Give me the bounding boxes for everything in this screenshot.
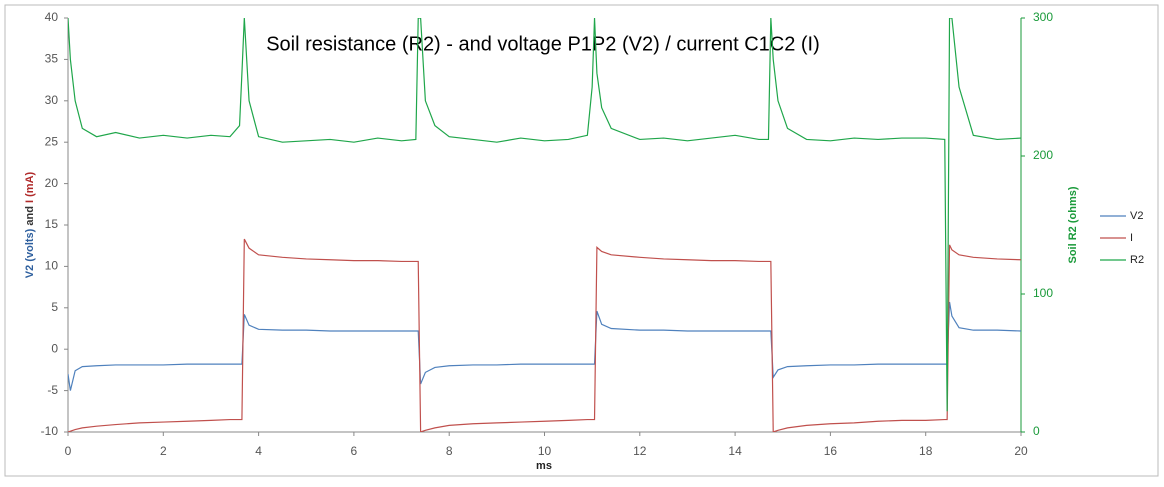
x-tick-label: 2	[160, 444, 167, 458]
chart-border	[4, 4, 1159, 477]
x-tick-label: 10	[538, 444, 552, 458]
y-tick-label: 20	[45, 176, 59, 190]
x-tick-label: 8	[446, 444, 453, 458]
y-tick-label: -5	[47, 383, 58, 397]
x-tick-label: 20	[1014, 444, 1028, 458]
y-axis-label: V2 (volts) and I (mA)	[24, 171, 36, 278]
x-tick-label: 0	[65, 444, 72, 458]
y-tick-label: 40	[45, 10, 59, 24]
x-tick-label: 18	[919, 444, 933, 458]
x-axis-label: ms	[536, 460, 552, 472]
x-tick-label: 14	[728, 444, 742, 458]
y-tick-label: 30	[45, 93, 59, 107]
series-line	[68, 301, 1021, 391]
y-tick-label: 0	[51, 341, 58, 355]
y-label-part: and	[24, 206, 36, 226]
y2-axis-label: Soil R2 (ohms)	[1067, 186, 1079, 263]
legend-label: I	[1130, 232, 1133, 244]
y-tick-label: 15	[45, 217, 59, 231]
y-label-part: I (mA)	[24, 171, 36, 203]
y2-tick-label: 300	[1033, 10, 1053, 24]
plot-area	[68, 18, 1021, 432]
x-tick-label: 12	[633, 444, 647, 458]
y2-tick-label: 100	[1033, 286, 1053, 300]
y-tick-label: 10	[45, 259, 59, 273]
y-tick-label: 5	[51, 300, 58, 314]
x-tick-label: 16	[824, 444, 838, 458]
series-line	[68, 238, 1021, 432]
y-tick-label: 35	[45, 52, 59, 66]
x-tick-label: 6	[351, 444, 358, 458]
y-tick-label: 25	[45, 134, 59, 148]
y-tick-label: -10	[41, 424, 59, 438]
x-tick-label: 4	[255, 444, 262, 458]
chart-title: Soil resistance (R2) - and voltage P1P2 …	[266, 33, 820, 55]
y-label-part: V2 (volts)	[24, 228, 36, 278]
legend-label: V2	[1130, 210, 1143, 222]
legend-label: R2	[1130, 254, 1144, 266]
y2-tick-label: 200	[1033, 148, 1053, 162]
series-line	[68, 18, 1021, 412]
y2-tick-label: 0	[1033, 424, 1040, 438]
